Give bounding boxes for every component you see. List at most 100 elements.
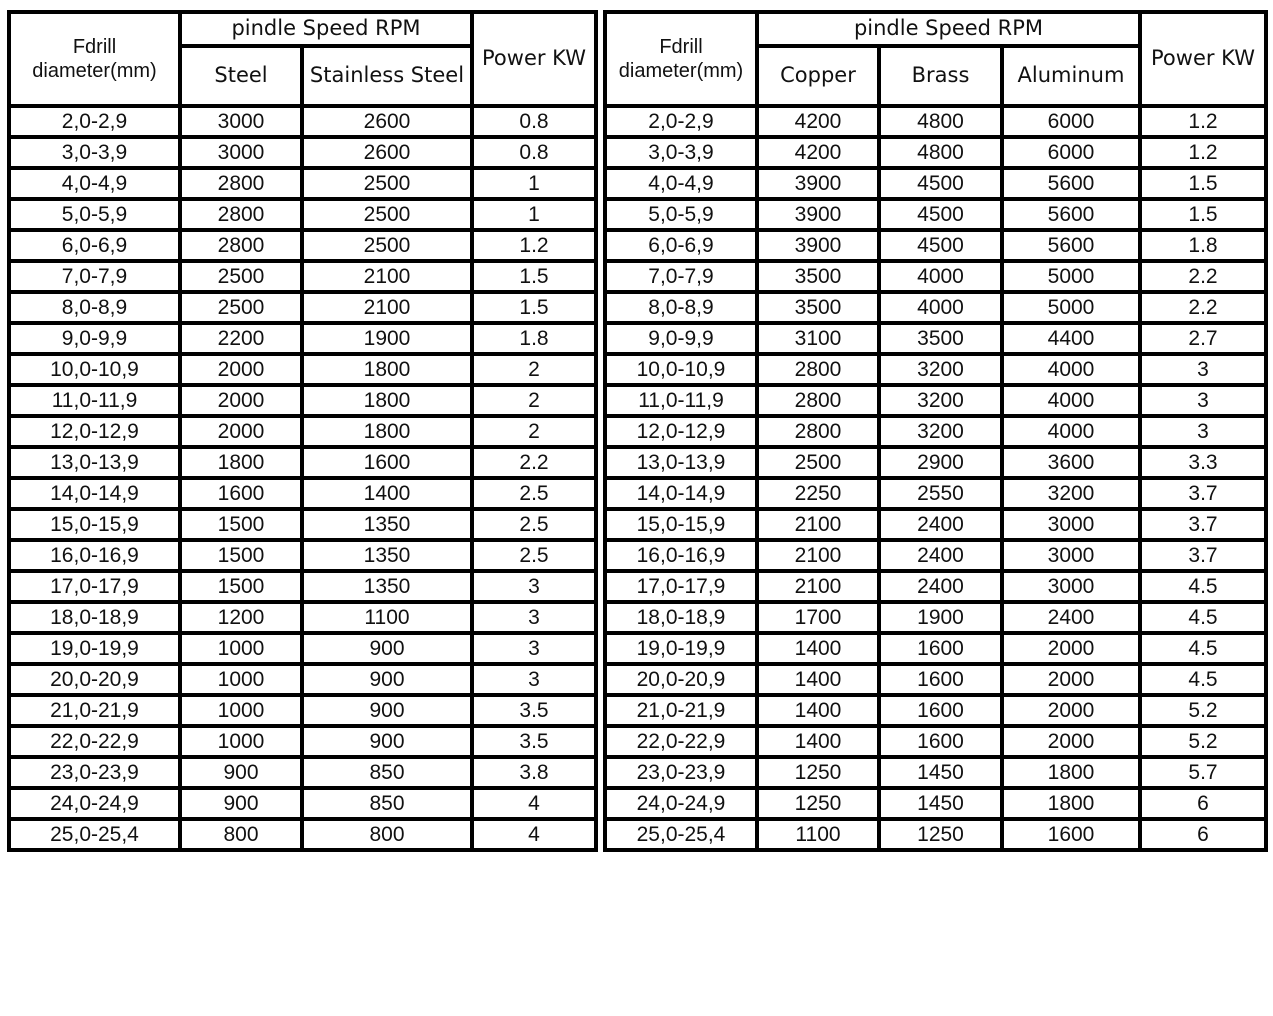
table-cell: 1.8 — [1138, 228, 1268, 263]
table-cell: 2000 — [1000, 662, 1142, 697]
table-row: 6,0-6,9 2800 2500 1.2 — [7, 228, 598, 263]
table-cell: 2800 — [755, 352, 881, 387]
table-cell: 2,0-2,9 — [603, 104, 759, 139]
table-row: 7,0-7,9 2500 2100 1.5 — [7, 259, 598, 294]
table-cell: 2800 — [178, 228, 304, 263]
table-cell: 3.8 — [470, 755, 598, 790]
table-cell: 900 — [300, 693, 474, 728]
table-cell: 5.2 — [1138, 724, 1268, 759]
table-cell: 2600 — [300, 135, 474, 170]
table-cell: 1000 — [178, 631, 304, 666]
table-row: 8,0-8,9 3500 4000 5000 2.2 — [603, 290, 1268, 325]
table-cell: 3,0-3,9 — [7, 135, 182, 170]
table-row: 24,0-24,9 1250 1450 1800 6 — [603, 786, 1268, 821]
table-cell: 800 — [178, 817, 304, 852]
table-cell: 2000 — [1000, 724, 1142, 759]
table-cell: 3 — [470, 569, 598, 604]
table-row: 25,0-25,4 800 800 4 — [7, 817, 598, 852]
table-row: 25,0-25,4 1100 1250 1600 6 — [603, 817, 1268, 852]
table-cell: 25,0-25,4 — [7, 817, 182, 852]
table-cell: 13,0-13,9 — [7, 445, 182, 480]
table-cell: 1400 — [300, 476, 474, 511]
table-cell: 1600 — [877, 693, 1004, 728]
table-cell: 1.5 — [1138, 166, 1268, 201]
table-cell: 1400 — [755, 693, 881, 728]
table-cell: 3.5 — [470, 724, 598, 759]
table-cell: 6,0-6,9 — [603, 228, 759, 263]
table-cell: 6 — [1138, 786, 1268, 821]
table-cell: 2800 — [755, 383, 881, 418]
table-cell: 3000 — [1000, 569, 1142, 604]
table-cell: 10,0-10,9 — [603, 352, 759, 387]
table-cell: 4000 — [877, 290, 1004, 325]
table-cell: 900 — [300, 662, 474, 697]
table-cell: 2100 — [755, 507, 881, 542]
table-row: 8,0-8,9 2500 2100 1.5 — [7, 290, 598, 325]
table-cell: 5000 — [1000, 259, 1142, 294]
table-cell: 1400 — [755, 631, 881, 666]
table-cell: 6 — [1138, 817, 1268, 852]
table-cell: 1800 — [1000, 755, 1142, 790]
table-row: 14,0-14,9 2250 2550 3200 3.7 — [603, 476, 1268, 511]
table-cell: 3 — [1138, 352, 1268, 387]
table-cell: 1.5 — [470, 290, 598, 325]
table-row: 12,0-12,9 2800 3200 4000 3 — [603, 414, 1268, 449]
table-row: 18,0-18,9 1200 1100 3 — [7, 600, 598, 635]
table-cell: 2.2 — [470, 445, 598, 480]
table-cell: 2 — [470, 383, 598, 418]
table-cell: 1250 — [755, 755, 881, 790]
table-row: 23,0-23,9 900 850 3.8 — [7, 755, 598, 790]
table-cell: 1.8 — [470, 321, 598, 356]
table-cell: 10,0-10,9 — [7, 352, 182, 387]
table-cell: 17,0-17,9 — [7, 569, 182, 604]
brass-header: Brass — [877, 44, 1004, 108]
table-cell: 3 — [470, 631, 598, 666]
table-cell: 2800 — [755, 414, 881, 449]
table-cell: 2400 — [877, 569, 1004, 604]
table-cell: 4500 — [877, 228, 1004, 263]
table-cell: 4800 — [877, 135, 1004, 170]
table-cell: 2800 — [178, 197, 304, 232]
table-cell: 2600 — [300, 104, 474, 139]
table-cell: 11,0-11,9 — [7, 383, 182, 418]
table-cell: 3200 — [877, 383, 1004, 418]
table-cell: 2000 — [1000, 693, 1142, 728]
table-cell: 1000 — [178, 724, 304, 759]
table-cell: 4200 — [755, 104, 881, 139]
table-cell: 2 — [470, 352, 598, 387]
table-cell: 800 — [300, 817, 474, 852]
table-row: 10,0-10,9 2000 1800 2 — [7, 352, 598, 387]
table-cell: 2.2 — [1138, 290, 1268, 325]
table-cell: 24,0-24,9 — [7, 786, 182, 821]
table-cell: 16,0-16,9 — [603, 538, 759, 573]
table-row: 9,0-9,9 3100 3500 4400 2.7 — [603, 321, 1268, 356]
table-cell: 4200 — [755, 135, 881, 170]
table-cell: 17,0-17,9 — [603, 569, 759, 604]
table-cell: 1250 — [755, 786, 881, 821]
table-cell: 1800 — [300, 414, 474, 449]
table-cell: 1100 — [300, 600, 474, 635]
table-cell: 1400 — [755, 662, 881, 697]
table-cell: 3500 — [755, 290, 881, 325]
table-cell: 1600 — [877, 631, 1004, 666]
table-cell: 23,0-23,9 — [603, 755, 759, 790]
table-cell: 3 — [1138, 414, 1268, 449]
table-row: 15,0-15,9 1500 1350 2.5 — [7, 507, 598, 542]
table-cell: 5,0-5,9 — [7, 197, 182, 232]
table-cell: 6000 — [1000, 135, 1142, 170]
table-row: 22,0-22,9 1000 900 3.5 — [7, 724, 598, 759]
table-cell: 2000 — [178, 414, 304, 449]
table-cell: 2.5 — [470, 538, 598, 573]
table-cell: 8,0-8,9 — [7, 290, 182, 325]
table-cell: 4.5 — [1138, 569, 1268, 604]
table-cell: 0.8 — [470, 104, 598, 139]
table-cell: 8,0-8,9 — [603, 290, 759, 325]
table-cell: 4400 — [1000, 321, 1142, 356]
table-cell: 19,0-19,9 — [603, 631, 759, 666]
table-cell: 2000 — [178, 352, 304, 387]
table-row: 22,0-22,9 1400 1600 2000 5.2 — [603, 724, 1268, 759]
table-cell: 2550 — [877, 476, 1004, 511]
table-cell: 1100 — [755, 817, 881, 852]
table-cell: 2900 — [877, 445, 1004, 480]
table-row: 13,0-13,9 1800 1600 2.2 — [7, 445, 598, 480]
